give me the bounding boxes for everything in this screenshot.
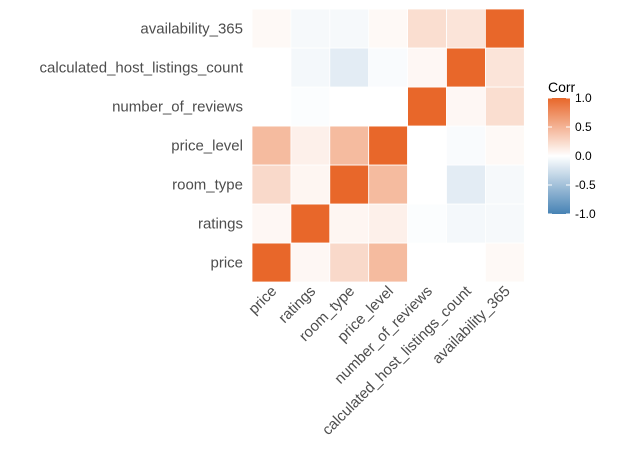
heatmap-cell-availability_365-price_level <box>368 8 409 49</box>
heatmap-cell-price_level-ratings <box>290 125 331 166</box>
heatmap-cell-calculated_host_listings_count-calculated_host_listings_count <box>446 47 486 88</box>
legend-title: Corr <box>548 79 576 95</box>
y-axis-tick-labels: price ratings room_type price_level number_o… <box>40 21 244 272</box>
y-tick-label-price: price <box>210 255 243 272</box>
heatmap-cell-availability_365-room_type <box>329 8 370 49</box>
y-tick-label-calculated_host_listings_count: calculated_host_listings_count <box>40 60 244 77</box>
legend-tick-label: -0.5 <box>575 178 596 192</box>
heatmap-cell-number_of_reviews-number_of_reviews <box>407 86 447 127</box>
legend-tick-label: 0.0 <box>575 149 592 163</box>
y-tick-label-ratings: ratings <box>198 216 243 233</box>
heatmap-cell-room_type-price_level <box>368 164 409 205</box>
heatmap-cell-ratings-ratings <box>290 203 331 244</box>
heatmap-cell-price_level-calculated_host_listings_count <box>446 125 486 166</box>
heatmap-cell-calculated_host_listings_count-price_level <box>368 47 409 88</box>
heatmap-cell-number_of_reviews-price <box>251 86 292 127</box>
heatmap-cell-calculated_host_listings_count-number_of_reviews <box>407 47 447 88</box>
heatmap-cell-number_of_reviews-availability_365 <box>484 86 525 127</box>
heatmap-cell-ratings-price <box>251 203 292 244</box>
heatmap-cell-room_type-room_type <box>329 164 370 205</box>
heatmap-cell-price-calculated_host_listings_count <box>446 242 486 283</box>
legend-tick-label: 0.5 <box>575 120 592 134</box>
heatmap-cell-room_type-number_of_reviews <box>407 164 447 205</box>
heatmap-cell-price_level-price <box>251 125 292 166</box>
heatmap-cell-price-room_type <box>329 242 370 283</box>
heatmap-cell-room_type-availability_365 <box>484 164 525 205</box>
heatmap-cell-number_of_reviews-ratings <box>290 86 331 127</box>
heatmap-cell-calculated_host_listings_count-ratings <box>290 47 331 88</box>
heatmap-cell-calculated_host_listings_count-room_type <box>329 47 370 88</box>
heatmap-cell-room_type-calculated_host_listings_count <box>446 164 486 205</box>
heatmap-cell-price_level-number_of_reviews <box>407 125 447 166</box>
x-axis-tick-labels: priceratingsroom_typeprice_levelnumber_o… <box>245 282 513 438</box>
heatmap-cell-room_type-price <box>251 164 292 205</box>
heatmap-cell-number_of_reviews-room_type <box>329 86 370 127</box>
legend-color-bar <box>548 98 570 214</box>
heatmap-cell-availability_365-price <box>251 8 292 49</box>
y-tick-label-availability_365: availability_365 <box>140 21 243 38</box>
heatmap-cell-availability_365-ratings <box>290 8 331 49</box>
x-tick-label-price: price <box>245 283 280 318</box>
heatmap-cell-price_level-price_level <box>368 125 409 166</box>
heatmap-cell-number_of_reviews-calculated_host_listings_count <box>446 86 486 127</box>
heatmap-cell-ratings-number_of_reviews <box>407 203 447 244</box>
heatmap-cell-price-ratings <box>290 242 331 283</box>
heatmap-cell-availability_365-calculated_host_listings_count <box>446 8 486 49</box>
heatmap-cell-price-price_level <box>368 242 409 283</box>
heatmap-cell-number_of_reviews-price_level <box>368 86 409 127</box>
heatmap-cell-price_level-room_type <box>329 125 370 166</box>
heatmap-cell-ratings-calculated_host_listings_count <box>446 203 486 244</box>
heatmap-cell-price-price <box>251 242 292 283</box>
heatmap-cell-availability_365-number_of_reviews <box>407 8 447 49</box>
heatmap-cell-room_type-ratings <box>290 164 331 205</box>
legend-tick-label: 1.0 <box>575 91 592 105</box>
y-tick-label-room_type: room_type <box>172 177 243 194</box>
heatmap-cell-ratings-availability_365 <box>484 203 525 244</box>
heatmap-cell-calculated_host_listings_count-price <box>251 47 292 88</box>
legend-tick-label: -1.0 <box>575 207 596 221</box>
y-tick-label-price_level: price_level <box>171 138 243 155</box>
heatmap-cell-ratings-price_level <box>368 203 409 244</box>
legend: Corr 1.0 0.5 0.0 -0.5 -1.0 <box>548 79 596 221</box>
heatmap-cell-availability_365-availability_365 <box>484 8 525 49</box>
heatmap-cells <box>251 8 525 283</box>
heatmap-cell-calculated_host_listings_count-availability_365 <box>484 47 525 88</box>
y-tick-label-number_of_reviews: number_of_reviews <box>112 99 243 116</box>
heatmap-cell-price-availability_365 <box>484 242 525 283</box>
heatmap-cell-price-number_of_reviews <box>407 242 447 283</box>
heatmap-cell-price_level-availability_365 <box>484 125 525 166</box>
heatmap-cell-ratings-room_type <box>329 203 370 244</box>
